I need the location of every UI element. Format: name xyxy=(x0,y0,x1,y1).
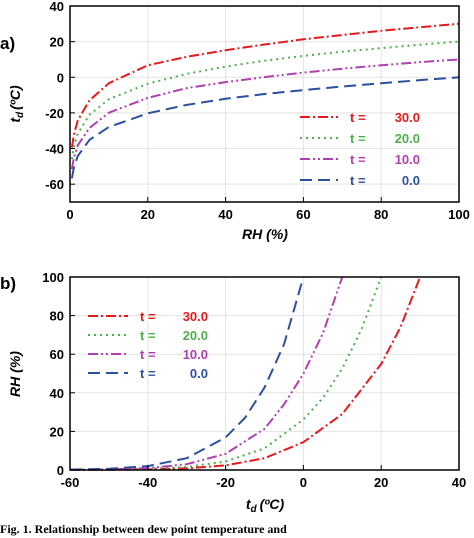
panel-a-series-line-t0-0 xyxy=(70,76,460,179)
panel-a-series-line-t10-0 xyxy=(70,58,460,170)
panel-b-legend-prefix: t = xyxy=(140,309,156,324)
panel-b-legend-prefix: t = xyxy=(140,366,156,381)
panel-a-legend-value: 20.0 xyxy=(395,131,420,146)
panel-a-series xyxy=(70,22,460,179)
panel-a-plot-frame xyxy=(69,5,460,203)
panel-a-x-tick-label: 60 xyxy=(296,207,310,222)
panel-a-legend: t = 30.0 t = 20.0 t = 10.0 t = 0.0 xyxy=(300,110,420,188)
panel-b-x-tick-label: -40 xyxy=(138,475,157,490)
panel-b-legend-value: 10.0 xyxy=(183,347,208,362)
panel-a-x-tick-label: 40 xyxy=(218,207,232,222)
panel-b-legend: t = 30.0 t = 20.0 t = 10.0 t = 0.0 xyxy=(88,309,208,381)
panel-a-grid xyxy=(69,5,460,202)
figure-caption: Fig. 1. Relationship between dew point t… xyxy=(0,522,287,536)
panel-b-ticks: -60 -40 -20 0 20 40 0 20 40 60 80 100 xyxy=(42,270,466,490)
panel-a-legend-prefix: t = xyxy=(350,173,366,188)
panel-a-y-tick-label: 40 xyxy=(50,0,64,14)
panel-b-y-tick-label: 80 xyxy=(50,309,64,324)
panel-a-y-tick-label: -40 xyxy=(45,142,64,157)
panel-a-y-tick-label: -20 xyxy=(45,106,64,121)
panel-b-y-tick-label: 20 xyxy=(50,424,64,439)
panel-a-legend-prefix: t = xyxy=(350,152,366,167)
panel-a-legend-prefix: t = xyxy=(350,110,366,125)
panel-b-x-tick-label: 40 xyxy=(452,475,466,490)
panel-b-series xyxy=(69,276,422,471)
panel-a-y-tick-label: -60 xyxy=(45,177,64,192)
panel-a-y-tick-label: 20 xyxy=(50,35,64,50)
panel-b-legend-value: 0.0 xyxy=(190,366,208,381)
panel-b-chart: b) -60 -40 -20 0 20 40 0 20 40 60 80 100 td (ºC) RH … xyxy=(0,270,466,515)
panel-a-y-tick-label: 0 xyxy=(57,70,64,85)
panel-b-series-line-t30-0 xyxy=(69,276,422,471)
panel-a-x-tick-label: 100 xyxy=(448,207,470,222)
panel-b-legend-prefix: t = xyxy=(140,347,156,362)
panel-a-ticks: 0 20 40 60 80 100 -60 -40 -20 0 20 40 xyxy=(45,0,470,222)
panel-a-x-tick-label: 80 xyxy=(374,207,388,222)
panel-b-grid xyxy=(69,276,460,471)
panel-a-series-line-t30-0 xyxy=(70,22,460,148)
panel-a-y-axis-label: td(ºC) xyxy=(7,85,26,123)
panel-b-x-tick-label: -60 xyxy=(61,475,80,490)
panel-a-label: a) xyxy=(0,34,15,53)
panel-a-x-tick-label: 0 xyxy=(66,207,73,222)
panel-b-y-axis-label: RH (%) xyxy=(7,351,23,397)
panel-b-y-tick-label: 40 xyxy=(50,386,64,401)
panel-b-x-tick-label: -20 xyxy=(216,475,235,490)
panel-b-series-line-t20-0 xyxy=(69,276,383,471)
panel-b-series-line-t0-0 xyxy=(69,276,305,471)
panel-a-legend-value: 0.0 xyxy=(402,173,420,188)
panel-b-label: b) xyxy=(0,274,16,293)
panel-b-x-tick-label: 0 xyxy=(300,475,307,490)
panel-b-plot-frame xyxy=(69,276,460,471)
panel-b-x-axis-label: td (ºC) xyxy=(246,496,285,515)
panel-b-y-tick-label: 60 xyxy=(50,347,64,362)
panel-a-chart: a) 0 20 40 60 80 100 -60 -40 -20 0 20 40 RH (%) td(… xyxy=(0,0,470,242)
panel-a-x-tick-label: 20 xyxy=(141,207,155,222)
panel-a-series-line-t20-0 xyxy=(70,40,460,160)
panel-a-x-axis-label: RH (%) xyxy=(242,226,288,242)
panel-b-series-line-t10-0 xyxy=(69,276,344,471)
panel-b-legend-prefix: t = xyxy=(140,328,156,343)
panel-b-legend-value: 20.0 xyxy=(183,328,208,343)
panel-a-legend-value: 10.0 xyxy=(395,152,420,167)
panel-b-legend-value: 30.0 xyxy=(183,309,208,324)
panel-a-legend-value: 30.0 xyxy=(395,110,420,125)
panel-b-x-tick-label: 20 xyxy=(374,475,388,490)
panel-a-legend-prefix: t = xyxy=(350,131,366,146)
panel-b-y-tick-label: 100 xyxy=(42,270,64,285)
panel-b-y-tick-label: 0 xyxy=(57,463,64,478)
